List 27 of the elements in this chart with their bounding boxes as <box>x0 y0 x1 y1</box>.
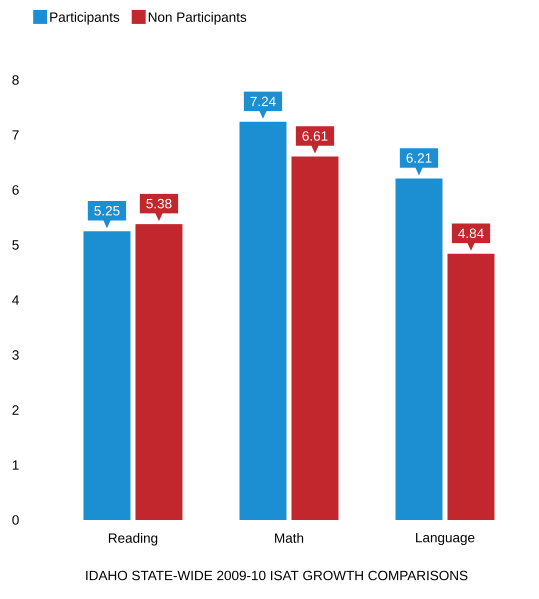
bar <box>291 156 338 520</box>
x-tick-label: Language <box>416 532 474 546</box>
y-tick-label: 0 <box>12 515 19 525</box>
bar <box>239 122 286 520</box>
bar <box>448 254 494 520</box>
bar <box>135 224 182 520</box>
y-tick-label: 4 <box>12 295 19 305</box>
data-label: 4.84 <box>458 228 484 238</box>
y-tick-label: 8 <box>12 75 19 85</box>
y-tick-label: 3 <box>12 350 19 360</box>
data-label: 5.25 <box>94 206 120 216</box>
legend-label: Participants <box>50 12 120 25</box>
text: IDAHO STATE-WIDE 2009-10 ISAT GROWTH COMPARISONS <box>86 570 468 580</box>
y-tick-label: 2 <box>12 405 19 415</box>
bar <box>396 178 442 520</box>
y-tick-label: 5 <box>12 240 19 250</box>
x-tick-label: Reading <box>108 532 158 546</box>
data-label: 6.61 <box>302 131 328 141</box>
y-tick-label: 1 <box>12 460 19 470</box>
y-tick-label: 6 <box>12 185 19 195</box>
legend-label: Non Participants <box>148 12 246 25</box>
data-label: 5.38 <box>146 198 172 208</box>
y-tick-label: 7 <box>12 130 19 140</box>
data-label: 6.21 <box>406 153 432 163</box>
x-tick-label: Math <box>275 532 304 543</box>
bar <box>83 231 130 520</box>
data-label: 7.24 <box>250 96 276 106</box>
